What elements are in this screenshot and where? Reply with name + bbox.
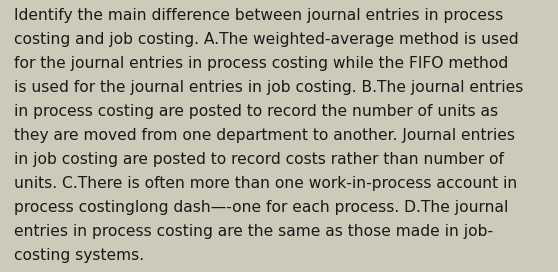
Text: units. C.​There is often more than one work-in-process account in: units. C.​There is often more than one w… — [14, 176, 517, 191]
Text: process costinglong dash—-one for each process. D.​The journal: process costinglong dash—-one for each p… — [14, 200, 508, 215]
Text: costing and job costing. A.​The weighted-average method is used: costing and job costing. A.​The weighted… — [14, 32, 518, 47]
Text: entries in process costing are the same as those made in job-: entries in process costing are the same … — [14, 224, 493, 239]
Text: in process costing are posted to record the number of units as: in process costing are posted to record … — [14, 104, 498, 119]
Text: Identify the main difference between journal entries in process: Identify the main difference between jou… — [14, 8, 503, 23]
Text: for the journal entries in process costing while the FIFO method: for the journal entries in process costi… — [14, 56, 508, 71]
Text: is used for the journal entries in job costing. B.​The journal entries: is used for the journal entries in job c… — [14, 80, 523, 95]
Text: in job costing are posted to record costs rather than number of: in job costing are posted to record cost… — [14, 152, 504, 167]
Text: costing systems.: costing systems. — [14, 248, 144, 262]
Text: they are moved from one department to another. Journal entries: they are moved from one department to an… — [14, 128, 515, 143]
